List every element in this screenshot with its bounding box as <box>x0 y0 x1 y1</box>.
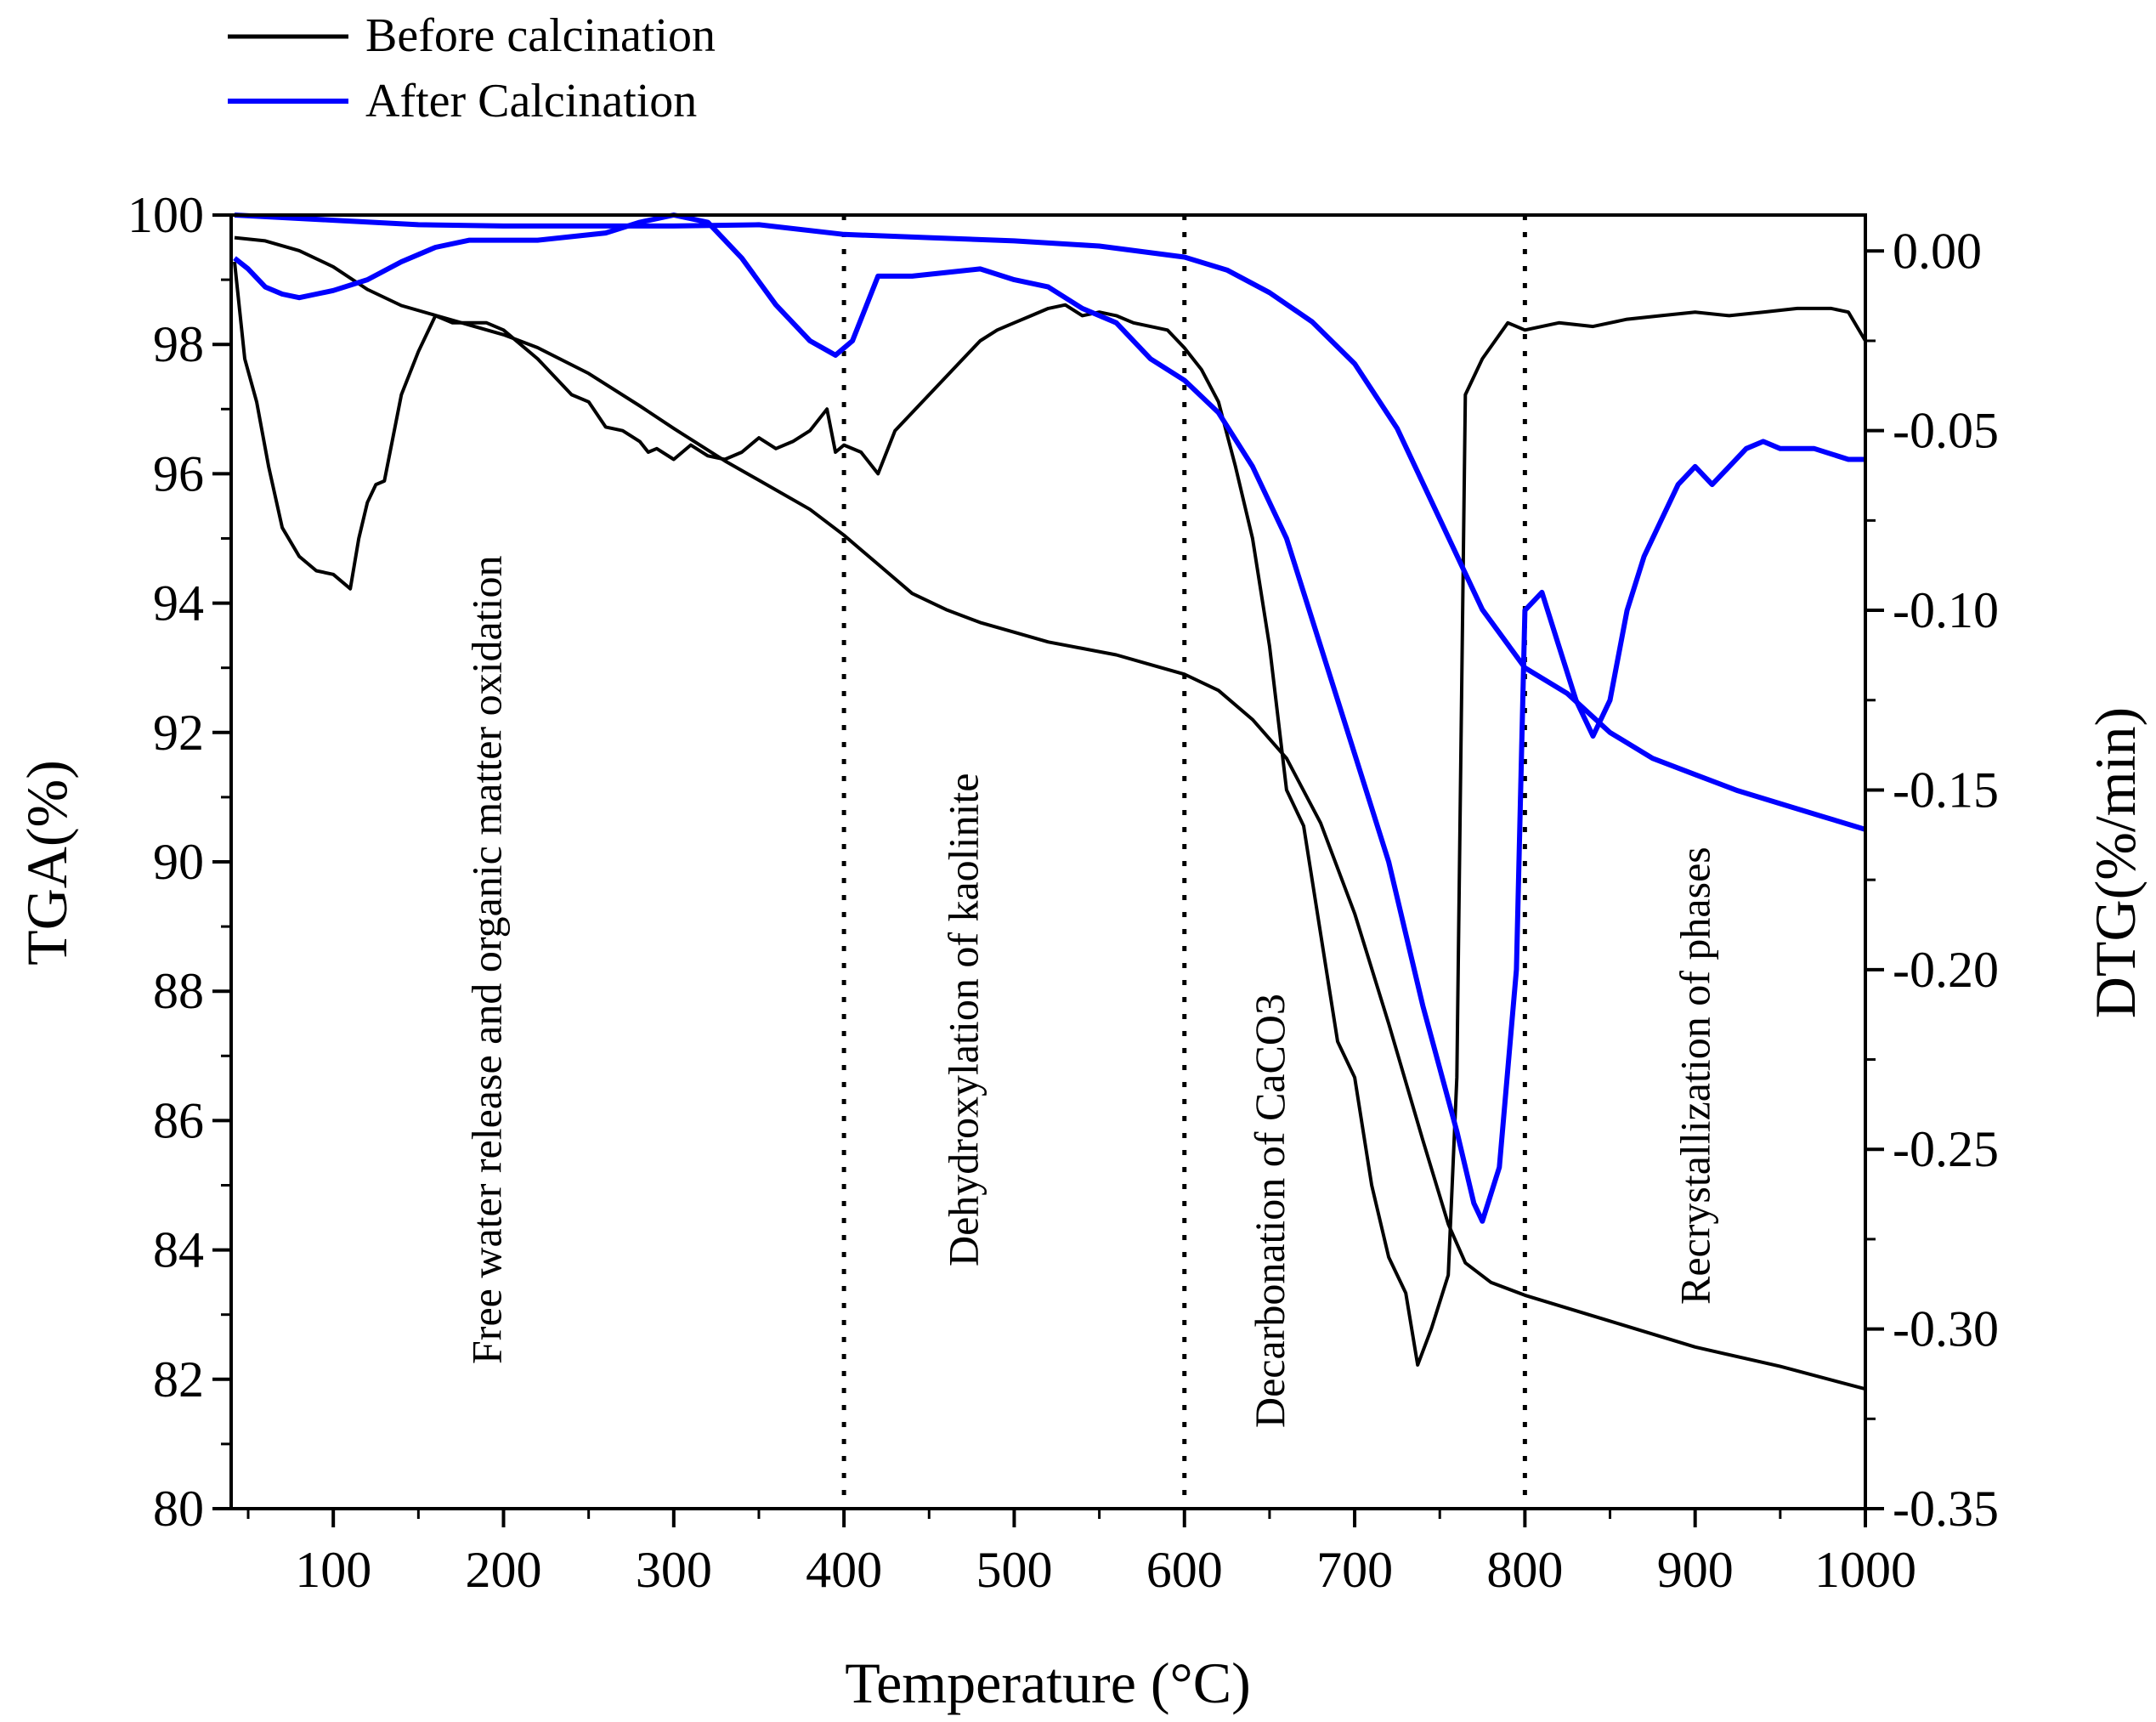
left-y-axis-ticks: 80 82 84 86 88 90 92 94 96 98 100 <box>127 187 231 1537</box>
right-y-tick-label-0: 0.00 <box>1893 223 1982 279</box>
x-tick-label-400: 400 <box>806 1542 882 1598</box>
legend-label-before: Before calcination <box>365 9 716 62</box>
right-y-tick-label-5: -0.25 <box>1893 1121 1999 1177</box>
right-y-tick-label-6: -0.30 <box>1893 1301 1999 1357</box>
left-y-axis-title: TGA(%) <box>14 760 79 966</box>
left-y-tick-label-88: 88 <box>153 963 204 1019</box>
legend: Before calcination After Calcination <box>228 9 716 127</box>
x-tick-label-100: 100 <box>295 1542 371 1598</box>
legend-label-after: After Calcination <box>365 75 697 127</box>
series-dtg-after-calcination <box>233 212 1865 1224</box>
left-y-tick-label-94: 94 <box>153 575 204 632</box>
right-y-axis-title: DTG(%/min) <box>2083 707 2148 1018</box>
right-y-tick-label-3: -0.15 <box>1893 762 1999 818</box>
left-y-tick-label-82: 82 <box>153 1351 204 1408</box>
right-y-tick-label-2: -0.10 <box>1893 582 1999 638</box>
x-tick-label-800: 800 <box>1486 1542 1563 1598</box>
x-tick-label-1000: 1000 <box>1814 1542 1916 1598</box>
left-y-tick-label-86: 86 <box>153 1092 204 1148</box>
left-y-tick-label-96: 96 <box>153 445 204 501</box>
annotation-layer: Free water release and organic matter ox… <box>463 556 1719 1428</box>
x-tick-label-500: 500 <box>976 1542 1052 1598</box>
right-y-axis-ticks: 0.00 -0.05 -0.10 -0.15 -0.20 -0.25 -0.30 -0.35 <box>1865 223 1999 1537</box>
x-tick-label-700: 700 <box>1316 1542 1393 1598</box>
annotation-1: Dehydroxylation of kaolinite <box>939 773 987 1266</box>
x-tick-label-300: 300 <box>636 1542 712 1598</box>
series-dtg-before-calcination <box>233 261 1867 1367</box>
x-tick-label-900: 900 <box>1657 1542 1734 1598</box>
region-dividers <box>841 215 1527 1509</box>
right-y-tick-label-7: -0.35 <box>1893 1481 1999 1537</box>
left-y-tick-label-98: 98 <box>153 316 204 372</box>
left-y-tick-label-92: 92 <box>153 705 204 761</box>
right-y-tick-label-1: -0.05 <box>1893 403 1999 459</box>
left-y-tick-label-80: 80 <box>153 1481 204 1537</box>
right-y-tick-label-4: -0.20 <box>1893 942 1999 998</box>
x-axis-ticks: 100 200 300 400 500 600 700 800 900 1000 <box>246 1509 1916 1598</box>
x-tick-label-600: 600 <box>1146 1542 1223 1598</box>
annotation-3: Recrystallization of phases <box>1672 847 1719 1305</box>
series-layer <box>233 212 1867 1391</box>
annotation-2: Decarbonation of CaCO3 <box>1246 994 1293 1428</box>
left-y-tick-label-84: 84 <box>153 1222 204 1278</box>
annotation-0: Free water release and organic matter ox… <box>463 556 511 1364</box>
left-y-tick-label-100: 100 <box>127 187 204 243</box>
x-axis-title: Temperature (°C) <box>845 1651 1250 1715</box>
left-y-tick-label-90: 90 <box>153 834 204 890</box>
x-tick-label-200: 200 <box>466 1542 542 1598</box>
